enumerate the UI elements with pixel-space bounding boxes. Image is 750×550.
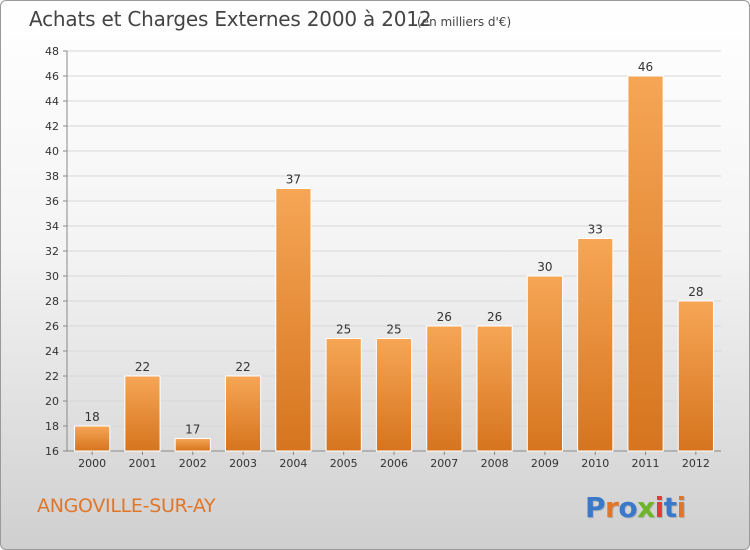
bar xyxy=(124,375,161,452)
logo-letter: r xyxy=(605,491,619,524)
x-tick-label: 2004 xyxy=(279,457,307,470)
y-tick-label: 38 xyxy=(45,170,59,183)
logo-letter: x xyxy=(637,491,655,524)
x-tick-label: 2003 xyxy=(229,457,257,470)
y-tick-label: 46 xyxy=(45,70,59,83)
bar xyxy=(174,438,211,452)
y-tick-label: 20 xyxy=(45,395,59,408)
bar-value-label: 18 xyxy=(85,410,100,424)
bar-value-label: 26 xyxy=(437,310,452,324)
y-tick-label: 44 xyxy=(45,95,59,108)
y-tick-label: 18 xyxy=(45,420,59,433)
bar xyxy=(224,375,262,452)
y-tick-label: 32 xyxy=(45,245,59,258)
logo-letter: i xyxy=(654,491,665,524)
bar-value-label: 25 xyxy=(386,323,401,337)
logo-letter: o xyxy=(618,491,638,524)
bar-value-label: 25 xyxy=(336,323,351,337)
logo-letter: i xyxy=(676,491,687,524)
x-tick-label: 2001 xyxy=(128,457,156,470)
y-tick-label: 28 xyxy=(45,295,59,308)
proxiti-logo[interactable]: Proxiti xyxy=(585,491,686,524)
x-tick-label: 2012 xyxy=(682,457,710,470)
bar xyxy=(426,325,463,452)
bar-value-label: 37 xyxy=(286,173,301,187)
bar xyxy=(325,338,362,452)
bar xyxy=(74,425,111,452)
x-tick-label: 2006 xyxy=(380,457,408,470)
y-tick-label: 40 xyxy=(45,145,59,158)
value-labels: 18 22 17 22 37 25 25 26 26 30 33 46 28 xyxy=(85,60,704,437)
bar xyxy=(526,275,564,452)
x-tick-label: 2009 xyxy=(531,457,559,470)
y-tick-label: 26 xyxy=(45,320,59,333)
x-tick-label: 2010 xyxy=(581,457,609,470)
bar xyxy=(275,188,312,452)
x-tick-label: 2007 xyxy=(430,457,458,470)
bar-value-label: 33 xyxy=(588,223,603,237)
y-tick-label: 30 xyxy=(45,270,59,283)
bar-value-label: 30 xyxy=(537,260,552,274)
logo-letter: t xyxy=(663,491,677,524)
y-tick-label: 48 xyxy=(45,45,59,58)
y-tick-label: 24 xyxy=(45,345,59,358)
bars xyxy=(74,75,714,452)
bar-value-label: 22 xyxy=(235,360,250,374)
bar xyxy=(375,338,413,452)
bar-value-label: 46 xyxy=(638,60,653,74)
bar xyxy=(677,300,714,452)
x-tick-label: 2002 xyxy=(179,457,207,470)
y-tick-label: 16 xyxy=(45,445,59,458)
y-tick-label: 42 xyxy=(45,120,59,133)
bar-value-label: 28 xyxy=(688,285,703,299)
x-tick-label: 2005 xyxy=(330,457,358,470)
x-tick-label: 2011 xyxy=(632,457,660,470)
bar xyxy=(476,325,513,452)
logo-letter: P xyxy=(585,491,606,524)
y-tick-label: 34 xyxy=(45,220,59,233)
chart-title: Achats et Charges Externes 2000 à 2012 xyxy=(29,7,432,31)
bar xyxy=(627,75,664,452)
bar xyxy=(577,238,614,452)
x-tick-label: 2000 xyxy=(78,457,106,470)
x-tick-label: 2008 xyxy=(481,457,509,470)
chart-unit: (en milliers d'€) xyxy=(417,15,512,29)
y-tick-label: 36 xyxy=(45,195,59,208)
bar-value-label: 22 xyxy=(135,360,150,374)
y-tick-label: 22 xyxy=(45,370,59,383)
bar-value-label: 17 xyxy=(185,423,200,437)
commune-name: ANGOVILLE-SUR-AY xyxy=(37,495,216,517)
bar-value-label: 26 xyxy=(487,310,502,324)
